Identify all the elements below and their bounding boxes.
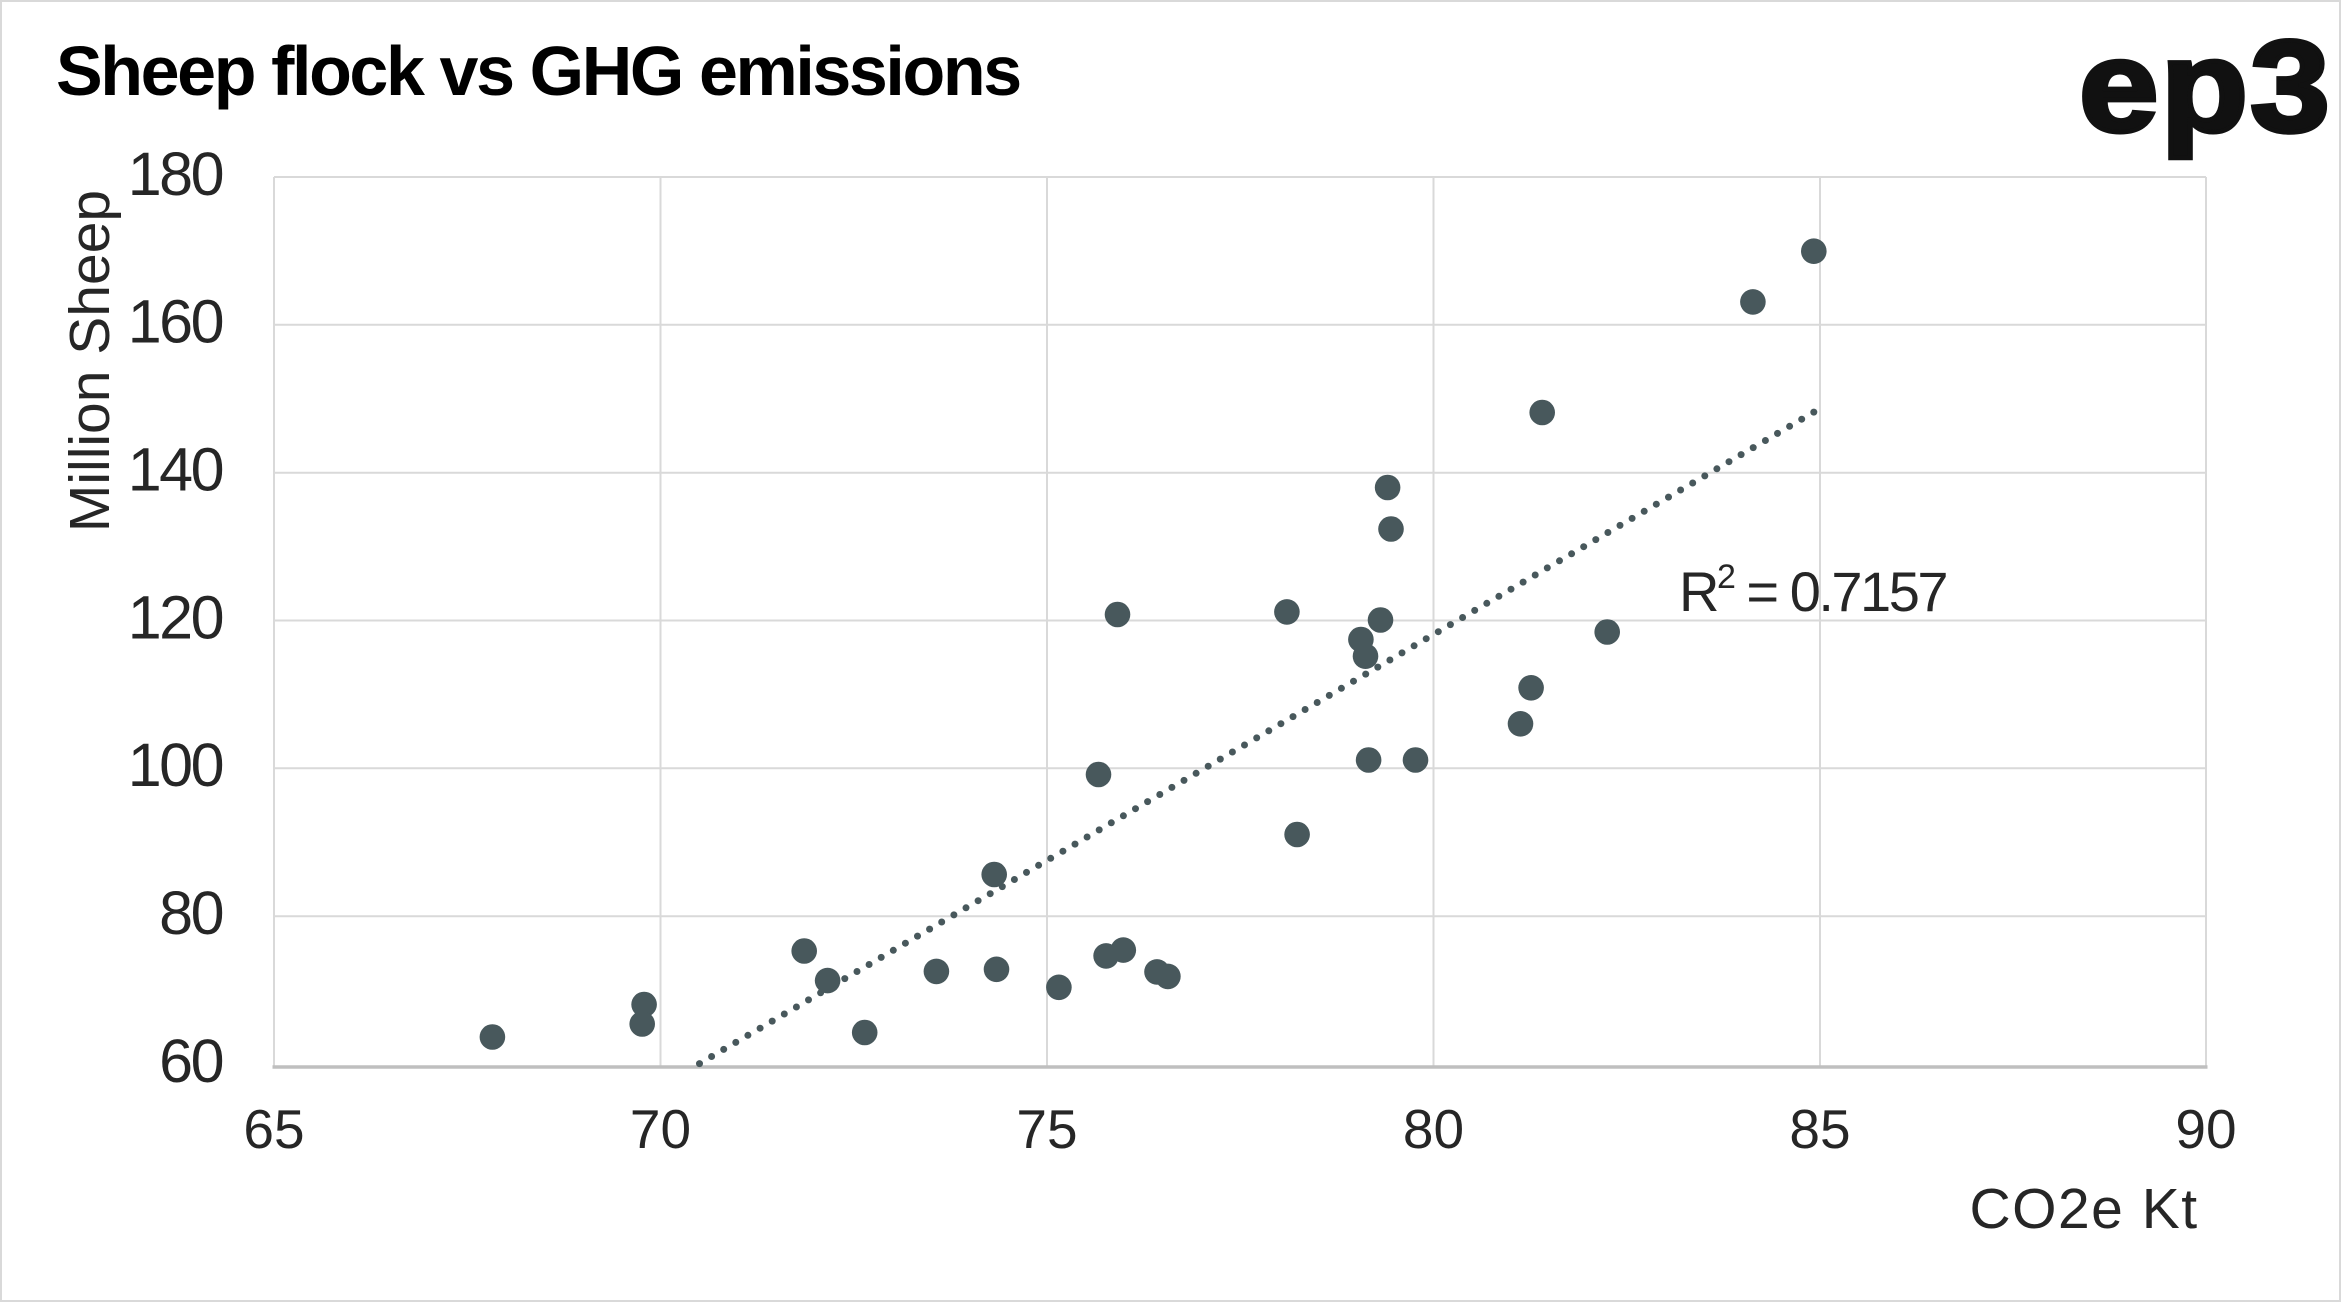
svg-text:120: 120 <box>128 583 223 651</box>
svg-text:ep3: ep3 <box>2079 13 2332 159</box>
svg-text:Sheep flock vs GHG emissions: Sheep flock vs GHG emissions <box>56 32 1020 110</box>
svg-text:70: 70 <box>630 1098 691 1160</box>
svg-text:60: 60 <box>159 1027 222 1095</box>
svg-text:100: 100 <box>128 731 223 799</box>
svg-text:180: 180 <box>128 140 223 208</box>
svg-text:160: 160 <box>128 288 223 356</box>
svg-text:75: 75 <box>1016 1098 1077 1160</box>
svg-text:80: 80 <box>159 879 222 947</box>
svg-text:85: 85 <box>1789 1098 1850 1160</box>
svg-text:140: 140 <box>128 436 223 504</box>
svg-text:90: 90 <box>2175 1098 2236 1160</box>
svg-text:65: 65 <box>243 1098 304 1160</box>
svg-text:Million Sheep: Million Sheep <box>58 190 122 532</box>
svg-text:80: 80 <box>1403 1098 1464 1160</box>
svg-text:CO2e Kt: CO2e Kt <box>1969 1177 2198 1241</box>
